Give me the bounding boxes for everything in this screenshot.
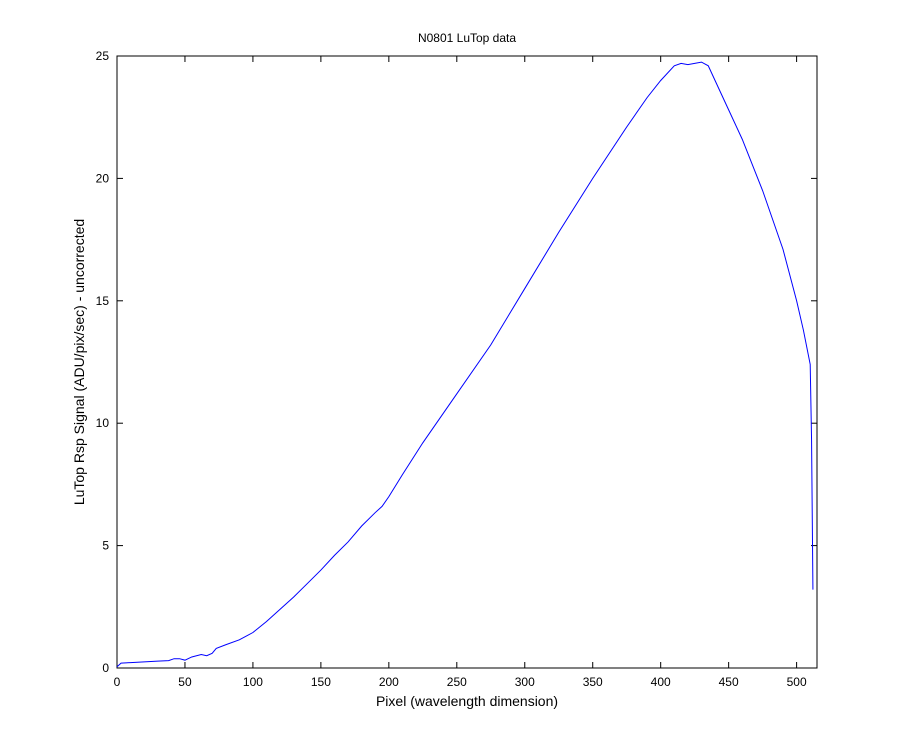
x-tick-label: 150 [311, 675, 331, 689]
plot-frame [116, 55, 818, 669]
y-tick-label: 25 [96, 49, 110, 63]
x-tick-label: 350 [583, 675, 603, 689]
x-tick-label: 300 [515, 675, 535, 689]
chart-title: N0801 LuTop data [418, 31, 516, 45]
y-tick-label: 20 [96, 171, 110, 185]
x-tick-label: 50 [178, 675, 192, 689]
x-tick-label: 500 [787, 675, 807, 689]
y-tick-label: 0 [102, 661, 109, 675]
y-tick-label: 10 [96, 416, 110, 430]
y-axis-label: LuTop Rsp Signal (ADU/pix/sec) - uncorre… [71, 219, 87, 505]
x-tick-label: 250 [447, 675, 467, 689]
x-tick-label: 450 [719, 675, 739, 689]
data-line [116, 61, 814, 668]
y-tick-label: 5 [102, 539, 109, 553]
x-tick-label: 100 [243, 675, 263, 689]
y-tick-label: 15 [96, 294, 110, 308]
x-axis-label: Pixel (wavelength dimension) [376, 693, 558, 709]
x-tick-label: 400 [651, 675, 671, 689]
x-tick-label: 200 [379, 675, 399, 689]
x-tick-label: 0 [114, 675, 121, 689]
